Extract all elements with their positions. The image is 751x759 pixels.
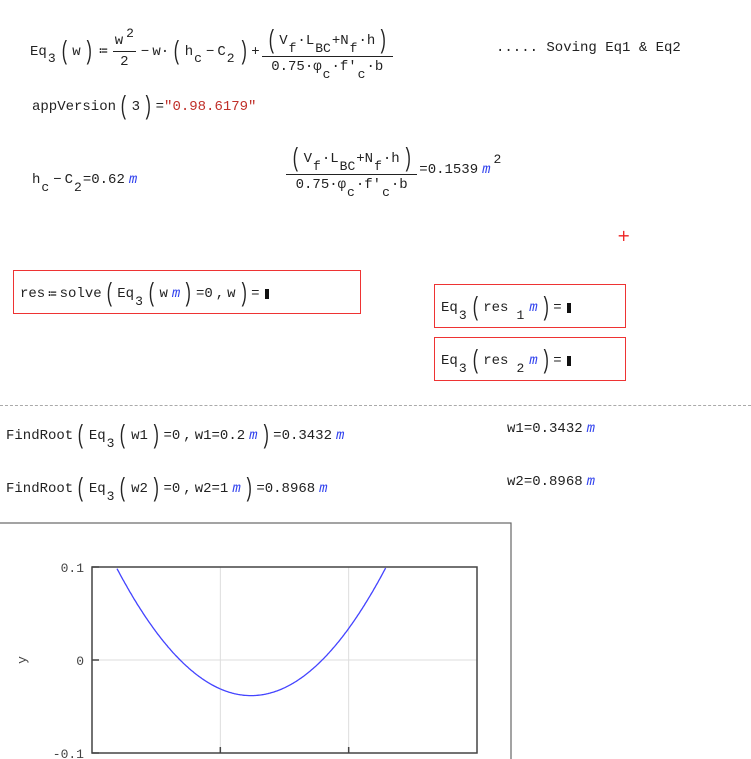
placeholder-icon <box>264 289 269 299</box>
findroot-w2[interactable]: FindRoot(Eq 3(w2) =0, w2 = 1 m) = 0.8968 m <box>6 474 328 504</box>
hc-minus-c2-eval[interactable]: h c − C 2 = 0.62 m <box>32 172 138 195</box>
result: 0.8968 <box>264 481 316 497</box>
y-tick-label: 0.1 <box>61 561 85 576</box>
eq-res2-region-error[interactable]: Eq 3(res 2 m) = <box>434 337 626 381</box>
arg: w <box>72 43 81 60</box>
C: C <box>217 43 226 60</box>
y-tick-label: 0 <box>76 654 84 669</box>
subscript: 2 <box>226 51 235 66</box>
y-axis-label: y <box>15 656 30 664</box>
fn-name: appVersion <box>32 99 117 115</box>
plot-frame <box>0 522 512 759</box>
version-string: "0.98.6179" <box>164 99 257 115</box>
cursor-crosshair-icon: + <box>617 226 631 245</box>
w1-eval[interactable]: w1 = 0.3432 m <box>507 421 596 437</box>
y-tick-label: -0.1 <box>53 747 84 759</box>
solve-region-error[interactable]: res ≔ solve(Eq 3(w m) =0, w) = <box>13 270 361 314</box>
plus: + <box>251 43 260 60</box>
placeholder-icon <box>566 303 571 313</box>
unit: m <box>482 161 491 178</box>
subscript: 3 <box>47 51 56 66</box>
value: 0.1539 <box>427 161 479 178</box>
w2-eval[interactable]: w2 = 0.8968 m <box>507 474 596 490</box>
arg: 3 <box>131 99 141 115</box>
page-break-divider <box>0 405 751 406</box>
minus: − <box>140 43 150 60</box>
app-version-eval[interactable]: appVersion(3) = "0.98.6179" <box>32 92 257 122</box>
result: 0.3432 <box>281 428 332 444</box>
value: 0.62 <box>91 172 125 188</box>
placeholder-icon <box>566 356 571 366</box>
h: h <box>184 43 194 60</box>
w: w <box>152 43 161 60</box>
eq3-name: Eq <box>30 43 47 60</box>
series-curve <box>116 567 387 697</box>
subscript: c <box>194 51 202 66</box>
exponent: 2 <box>493 152 502 167</box>
unit: m <box>128 172 138 188</box>
eq-res1-region-error[interactable]: Eq 3(res 1 m) = <box>434 284 626 328</box>
comment-text[interactable]: ..... Soving Eq1 & Eq2 <box>496 40 681 56</box>
assign-op: ≔ <box>99 44 108 60</box>
findroot-w1[interactable]: FindRoot(Eq 3(w1) =0, w1 = 0.2 m) = 0.3432 m <box>6 421 345 451</box>
